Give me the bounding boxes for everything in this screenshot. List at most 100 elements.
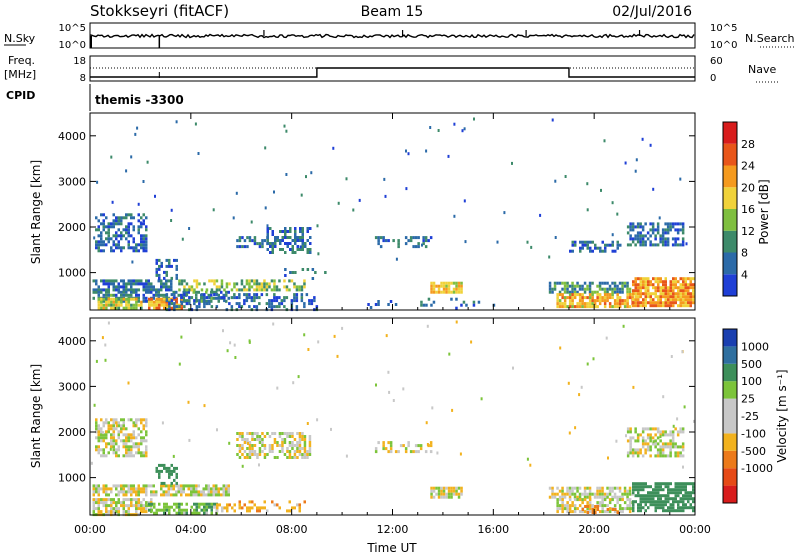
freq-label: Freq. (8, 54, 35, 67)
range-cell (404, 447, 408, 451)
range-cell (195, 299, 199, 303)
range-cell (132, 490, 135, 494)
range-cell (664, 482, 667, 486)
range-cell (150, 493, 153, 497)
range-cell (228, 282, 231, 286)
range-cell (377, 242, 380, 246)
range-cell (341, 326, 344, 330)
range-cell (674, 500, 677, 504)
range-cell (674, 494, 677, 498)
range-cell (429, 450, 433, 454)
range-cell (135, 306, 138, 310)
range-cell (613, 305, 617, 309)
range-cell (298, 441, 302, 444)
range-cell (551, 118, 554, 122)
range-cell (125, 427, 128, 431)
range-cell (632, 304, 635, 308)
range-cell (644, 289, 647, 293)
range-cell (654, 228, 657, 232)
range-cell (120, 418, 123, 422)
range-cell (634, 295, 637, 299)
range-cell (288, 453, 292, 456)
range-cell (608, 492, 612, 496)
range-cell (146, 160, 149, 164)
range-cell (112, 421, 115, 425)
range-cell (289, 248, 292, 251)
range-cell (248, 285, 251, 289)
range-cell (666, 433, 670, 437)
colorbar-segment (723, 165, 737, 188)
range-cell (112, 279, 115, 283)
range-cell (122, 293, 125, 297)
range-cell (682, 295, 685, 299)
range-cell (676, 417, 679, 421)
range-cell (213, 505, 216, 509)
range-cell (667, 488, 670, 492)
range-cell (615, 439, 618, 443)
range-cell (667, 289, 670, 293)
range-cell (145, 430, 148, 434)
range-cell (110, 487, 113, 491)
range-cell (125, 454, 128, 458)
range-cell (629, 442, 632, 446)
range-cell (222, 487, 225, 491)
range-cell (140, 282, 143, 286)
range-cell (642, 277, 645, 281)
range-cell (649, 503, 652, 507)
range-cell (283, 124, 286, 128)
range-cell (664, 503, 667, 507)
range-cell (230, 288, 234, 292)
range-cell (681, 222, 685, 226)
range-cell (137, 493, 140, 497)
range-cell (122, 234, 125, 238)
range-cell (303, 438, 307, 441)
range-cell (208, 302, 211, 306)
range-cell (689, 301, 692, 305)
range-cell (256, 453, 259, 456)
range-cell (407, 152, 410, 156)
range-cell (440, 492, 443, 496)
range-cell (97, 501, 100, 505)
range-cell (195, 290, 198, 294)
range-cell (195, 490, 198, 494)
range-cell (573, 296, 577, 300)
range-cell (225, 487, 228, 491)
range-cell (603, 290, 607, 294)
colorbar-tick-label: 25 (741, 393, 755, 406)
range-cell (137, 501, 140, 505)
range-cell (107, 430, 110, 434)
range-cell (265, 288, 269, 292)
range-cell (664, 485, 667, 489)
range-cell (649, 439, 652, 443)
range-cell (430, 284, 433, 288)
range-cell (188, 285, 191, 289)
x-tick-label: 04:00 (175, 523, 207, 536)
range-cell (125, 231, 128, 235)
range-cell (647, 500, 650, 504)
range-cell (180, 302, 184, 306)
range-cell (122, 504, 125, 508)
range-cell (626, 299, 629, 303)
range-cell (207, 493, 210, 497)
range-cell (194, 122, 197, 126)
range-cell (145, 421, 148, 425)
range-cell (424, 236, 428, 240)
range-cell (568, 284, 572, 288)
range-cell (132, 249, 135, 253)
range-cell (278, 296, 281, 300)
nsky-label: N.Sky (4, 32, 36, 45)
range-cell (92, 490, 95, 494)
range-cell (526, 457, 529, 461)
range-cell (553, 284, 557, 288)
range-cell (584, 243, 587, 247)
range-cell (583, 486, 587, 490)
range-cell (125, 498, 128, 502)
range-cell (127, 246, 130, 250)
range-cell (611, 508, 615, 511)
range-cell (306, 227, 309, 230)
range-cell (110, 246, 113, 250)
range-cell (684, 289, 687, 293)
range-cell (450, 297, 453, 301)
range-cell (203, 282, 206, 286)
range-cell (296, 248, 299, 251)
